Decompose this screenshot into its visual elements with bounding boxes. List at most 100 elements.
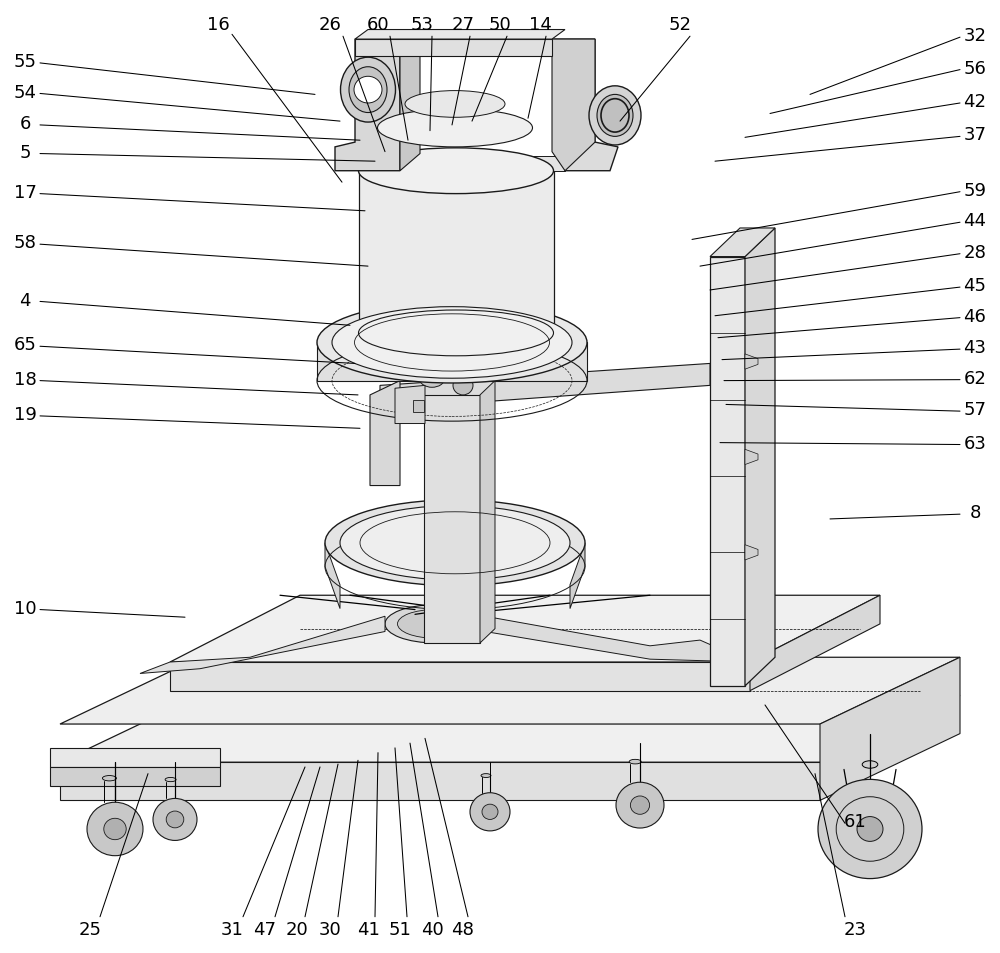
Text: 41: 41 — [357, 921, 379, 938]
Text: 20: 20 — [286, 921, 308, 938]
Circle shape — [87, 802, 143, 856]
Polygon shape — [424, 395, 480, 643]
Polygon shape — [750, 596, 880, 691]
Ellipse shape — [398, 610, 473, 639]
Ellipse shape — [358, 149, 554, 194]
Text: 26: 26 — [319, 16, 341, 33]
Polygon shape — [570, 543, 585, 609]
Circle shape — [630, 796, 650, 815]
Text: 54: 54 — [14, 84, 36, 101]
Text: 43: 43 — [964, 339, 986, 356]
Text: 59: 59 — [964, 182, 986, 199]
Polygon shape — [395, 386, 425, 424]
Text: 6: 6 — [19, 115, 31, 132]
Ellipse shape — [589, 87, 641, 146]
Text: 16: 16 — [207, 16, 229, 33]
Text: 28: 28 — [964, 244, 986, 261]
Polygon shape — [745, 450, 758, 465]
Ellipse shape — [420, 371, 444, 388]
Circle shape — [166, 811, 184, 828]
Circle shape — [857, 817, 883, 841]
Text: 19: 19 — [14, 406, 36, 423]
Polygon shape — [480, 381, 495, 643]
Circle shape — [482, 804, 498, 820]
Text: 45: 45 — [964, 277, 986, 294]
Ellipse shape — [317, 303, 587, 383]
Text: 65: 65 — [14, 336, 36, 354]
Text: 31: 31 — [221, 921, 243, 938]
Text: 32: 32 — [964, 28, 986, 45]
Ellipse shape — [165, 778, 176, 781]
Polygon shape — [413, 400, 424, 413]
Polygon shape — [552, 40, 618, 172]
Ellipse shape — [378, 110, 532, 148]
Polygon shape — [745, 229, 775, 686]
Text: 56: 56 — [964, 60, 986, 77]
Ellipse shape — [325, 500, 585, 586]
Text: 40: 40 — [421, 921, 443, 938]
Polygon shape — [400, 29, 420, 172]
Polygon shape — [60, 696, 960, 762]
Ellipse shape — [597, 95, 633, 137]
Text: 18: 18 — [14, 371, 36, 388]
Text: 37: 37 — [964, 127, 986, 144]
Polygon shape — [325, 543, 340, 609]
Ellipse shape — [332, 307, 572, 378]
Ellipse shape — [629, 760, 641, 764]
Ellipse shape — [340, 506, 570, 580]
Text: 25: 25 — [78, 921, 102, 938]
Polygon shape — [710, 257, 745, 686]
Ellipse shape — [349, 68, 387, 113]
Circle shape — [153, 799, 197, 841]
Ellipse shape — [340, 58, 396, 123]
Text: 27: 27 — [452, 16, 475, 33]
Text: 8: 8 — [969, 504, 981, 521]
Text: 48: 48 — [451, 921, 473, 938]
Text: 44: 44 — [964, 213, 986, 230]
Polygon shape — [710, 229, 775, 257]
Text: 61: 61 — [844, 813, 866, 830]
Polygon shape — [355, 30, 565, 40]
Ellipse shape — [102, 776, 116, 781]
Polygon shape — [355, 40, 552, 57]
Polygon shape — [370, 381, 400, 486]
Text: 55: 55 — [14, 53, 36, 71]
Polygon shape — [745, 545, 758, 560]
Text: 42: 42 — [964, 93, 986, 111]
Text: 14: 14 — [529, 16, 551, 33]
Polygon shape — [820, 658, 960, 801]
Text: 63: 63 — [964, 435, 986, 452]
Text: 62: 62 — [964, 370, 986, 387]
Polygon shape — [380, 364, 710, 410]
Ellipse shape — [862, 760, 878, 768]
Text: 5: 5 — [19, 144, 31, 161]
Polygon shape — [50, 748, 220, 767]
Text: 30: 30 — [319, 921, 341, 938]
Polygon shape — [400, 157, 565, 172]
Polygon shape — [170, 596, 880, 662]
Circle shape — [104, 819, 126, 840]
Polygon shape — [317, 343, 587, 381]
Circle shape — [470, 793, 510, 831]
Text: 51: 51 — [389, 921, 411, 938]
Circle shape — [818, 780, 922, 879]
Text: 50: 50 — [489, 16, 511, 33]
Polygon shape — [745, 355, 758, 370]
Text: 47: 47 — [254, 921, 276, 938]
Text: 57: 57 — [964, 401, 986, 418]
Text: 52: 52 — [668, 16, 692, 33]
Text: 23: 23 — [844, 921, 866, 938]
Ellipse shape — [405, 91, 505, 118]
Text: 46: 46 — [964, 308, 986, 325]
Polygon shape — [335, 40, 400, 172]
Polygon shape — [50, 767, 220, 786]
Polygon shape — [60, 762, 820, 801]
Polygon shape — [170, 662, 750, 691]
Circle shape — [453, 376, 473, 395]
Text: 60: 60 — [367, 16, 389, 33]
Text: 17: 17 — [14, 184, 36, 201]
Text: 53: 53 — [411, 16, 434, 33]
Ellipse shape — [481, 774, 491, 778]
Text: 10: 10 — [14, 599, 36, 617]
Circle shape — [616, 782, 664, 828]
